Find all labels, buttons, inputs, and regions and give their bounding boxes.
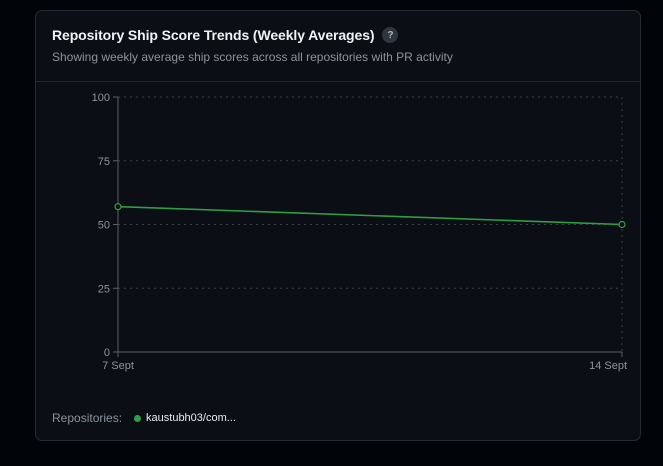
data-point[interactable]	[114, 203, 122, 211]
y-tick-label: 25	[98, 283, 110, 295]
legend-label: Repositories:	[52, 411, 123, 425]
y-tick-label: 75	[98, 156, 110, 168]
y-tick-label: 50	[98, 220, 110, 232]
x-tick-label: 14 Sept	[589, 360, 627, 372]
data-point[interactable]	[618, 220, 626, 229]
card-subtitle: Showing weekly average ship scores acros…	[52, 50, 453, 64]
legend: Repositories: kaustubh03/com...	[52, 411, 236, 425]
series-line	[117, 205, 623, 226]
card-title: Repository Ship Score Trends (Weekly Ave…	[52, 27, 375, 43]
x-tick-label: 7 Sept	[102, 360, 134, 372]
legend-item[interactable]: kaustubh03/com...	[134, 412, 236, 424]
ship-score-card: Repository Ship Score Trends (Weekly Ave…	[35, 10, 641, 441]
title-row: Repository Ship Score Trends (Weekly Ave…	[52, 27, 399, 43]
y-tick-label: 100	[92, 92, 110, 104]
legend-item-label: kaustubh03/com...	[146, 412, 236, 424]
legend-dot	[134, 414, 142, 422]
help-icon[interactable]: ?	[382, 27, 399, 43]
card-header: Repository Ship Score Trends (Weekly Ave…	[36, 11, 640, 82]
y-tick-label: 0	[104, 347, 110, 359]
